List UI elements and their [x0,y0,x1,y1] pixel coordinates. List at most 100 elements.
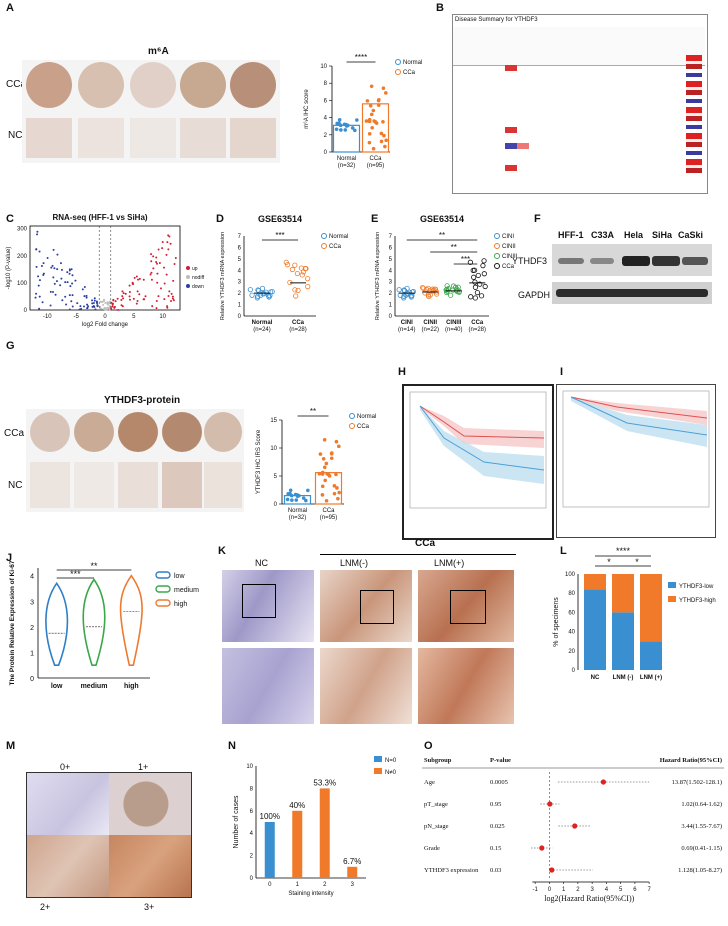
legend-marker [395,69,401,75]
legend-marker [155,585,171,593]
panel-label-c: C [6,213,14,225]
significance-marker: **** [355,53,367,62]
data-point [419,284,426,291]
data-point [299,272,305,278]
data-point [304,498,308,503]
data-point [124,292,127,295]
x-tick-label: high [124,683,139,690]
column-header: P-value [490,757,511,764]
point-estimate [600,779,606,785]
data-point [93,297,96,300]
data-point [52,276,55,279]
tissue-core [30,462,70,508]
data-point [301,496,306,500]
data-point [293,293,299,299]
data-point [247,287,253,293]
x-tick-label: (n=28) [468,327,486,333]
data-point [78,308,81,311]
y-tick-label: 0 [274,502,278,508]
data-point [142,278,145,281]
data-point [477,281,483,287]
data-point [165,273,168,276]
y-tick-label: 100 [17,281,28,287]
data-point [80,307,83,310]
data-point [174,257,177,260]
y-tick-label: 2 [389,291,393,297]
data-point [86,303,89,306]
tissue-core [230,118,276,158]
data-point [169,242,172,245]
data-point [482,283,488,290]
lane-label: C33A [591,230,615,240]
y-tick-label: 2 [30,625,34,632]
data-point [120,299,123,302]
data-point [324,461,329,466]
data-point [305,276,311,282]
data-point [136,290,139,293]
band [558,258,584,264]
data-point [332,491,337,496]
data-point [49,304,52,307]
x-tick-label: 2 [323,882,327,888]
data-point [294,498,299,502]
data-point [300,269,307,275]
data-point [104,302,107,305]
data-point [478,293,485,299]
ihc-1plus [109,773,191,835]
y-tick-label: 2 [324,133,328,139]
x-tick-label: medium [81,683,108,690]
data-point [323,478,328,483]
legend-marker [494,253,500,259]
y-tick-label: 60 [568,610,575,616]
zoom-box [360,590,394,624]
data-point [111,305,114,308]
tissue-core [26,118,72,158]
band [556,289,708,297]
data-point [166,241,169,244]
x-tick-label: (n=22) [421,327,439,333]
data-point [93,299,96,302]
data-point [65,303,68,306]
legend-marker [186,275,190,279]
data-point [83,286,86,289]
data-point [480,263,486,269]
data-point [288,491,292,496]
row-label: YTHDF3 expression [424,867,479,874]
data-point [150,278,153,281]
data-point [171,295,174,298]
chart-title: GSE63514 [258,214,302,224]
row-label: Grade [424,845,440,852]
heat-cell [517,143,529,149]
panel-o-forest-plot: Subgroup P-value Hazard Ratio(95%CI) Age 0.0… [422,757,724,903]
data-point [172,299,175,302]
legend-marker [321,243,327,249]
data-point [138,277,141,280]
ihc-0plus [27,773,109,835]
data-point [35,248,38,251]
data-point [37,275,40,278]
significance-marker: *** [461,255,470,264]
heat-cell [505,65,517,71]
data-point [155,262,158,265]
chart-title: RNA-seq (HFF-1 vs SiHa) [52,213,147,222]
bar-segment-high [612,574,634,613]
data-point [171,297,174,300]
y-tick-label: 0 [30,676,34,683]
y-tick-label: 3 [238,280,242,286]
data-point [384,138,388,143]
x-axis-label: log2(Hazard Ratio(95%CI)) [544,894,634,903]
data-label: 40% [289,801,305,810]
legend-label: Normal [357,414,376,420]
y-axis-label: Relative YTHDF3 mRNA expression [375,232,381,320]
significance-marker: *** [70,569,81,579]
x-tick-label: CCa [369,156,382,162]
data-point [122,297,125,300]
x-tick-label: 3 [590,887,594,893]
data-point [51,290,54,293]
data-point [59,262,62,265]
western-blot-ythdf3 [552,244,712,276]
tissue-core [130,118,176,158]
data-point [36,230,39,233]
data-point [409,289,415,295]
data-point [37,284,40,287]
